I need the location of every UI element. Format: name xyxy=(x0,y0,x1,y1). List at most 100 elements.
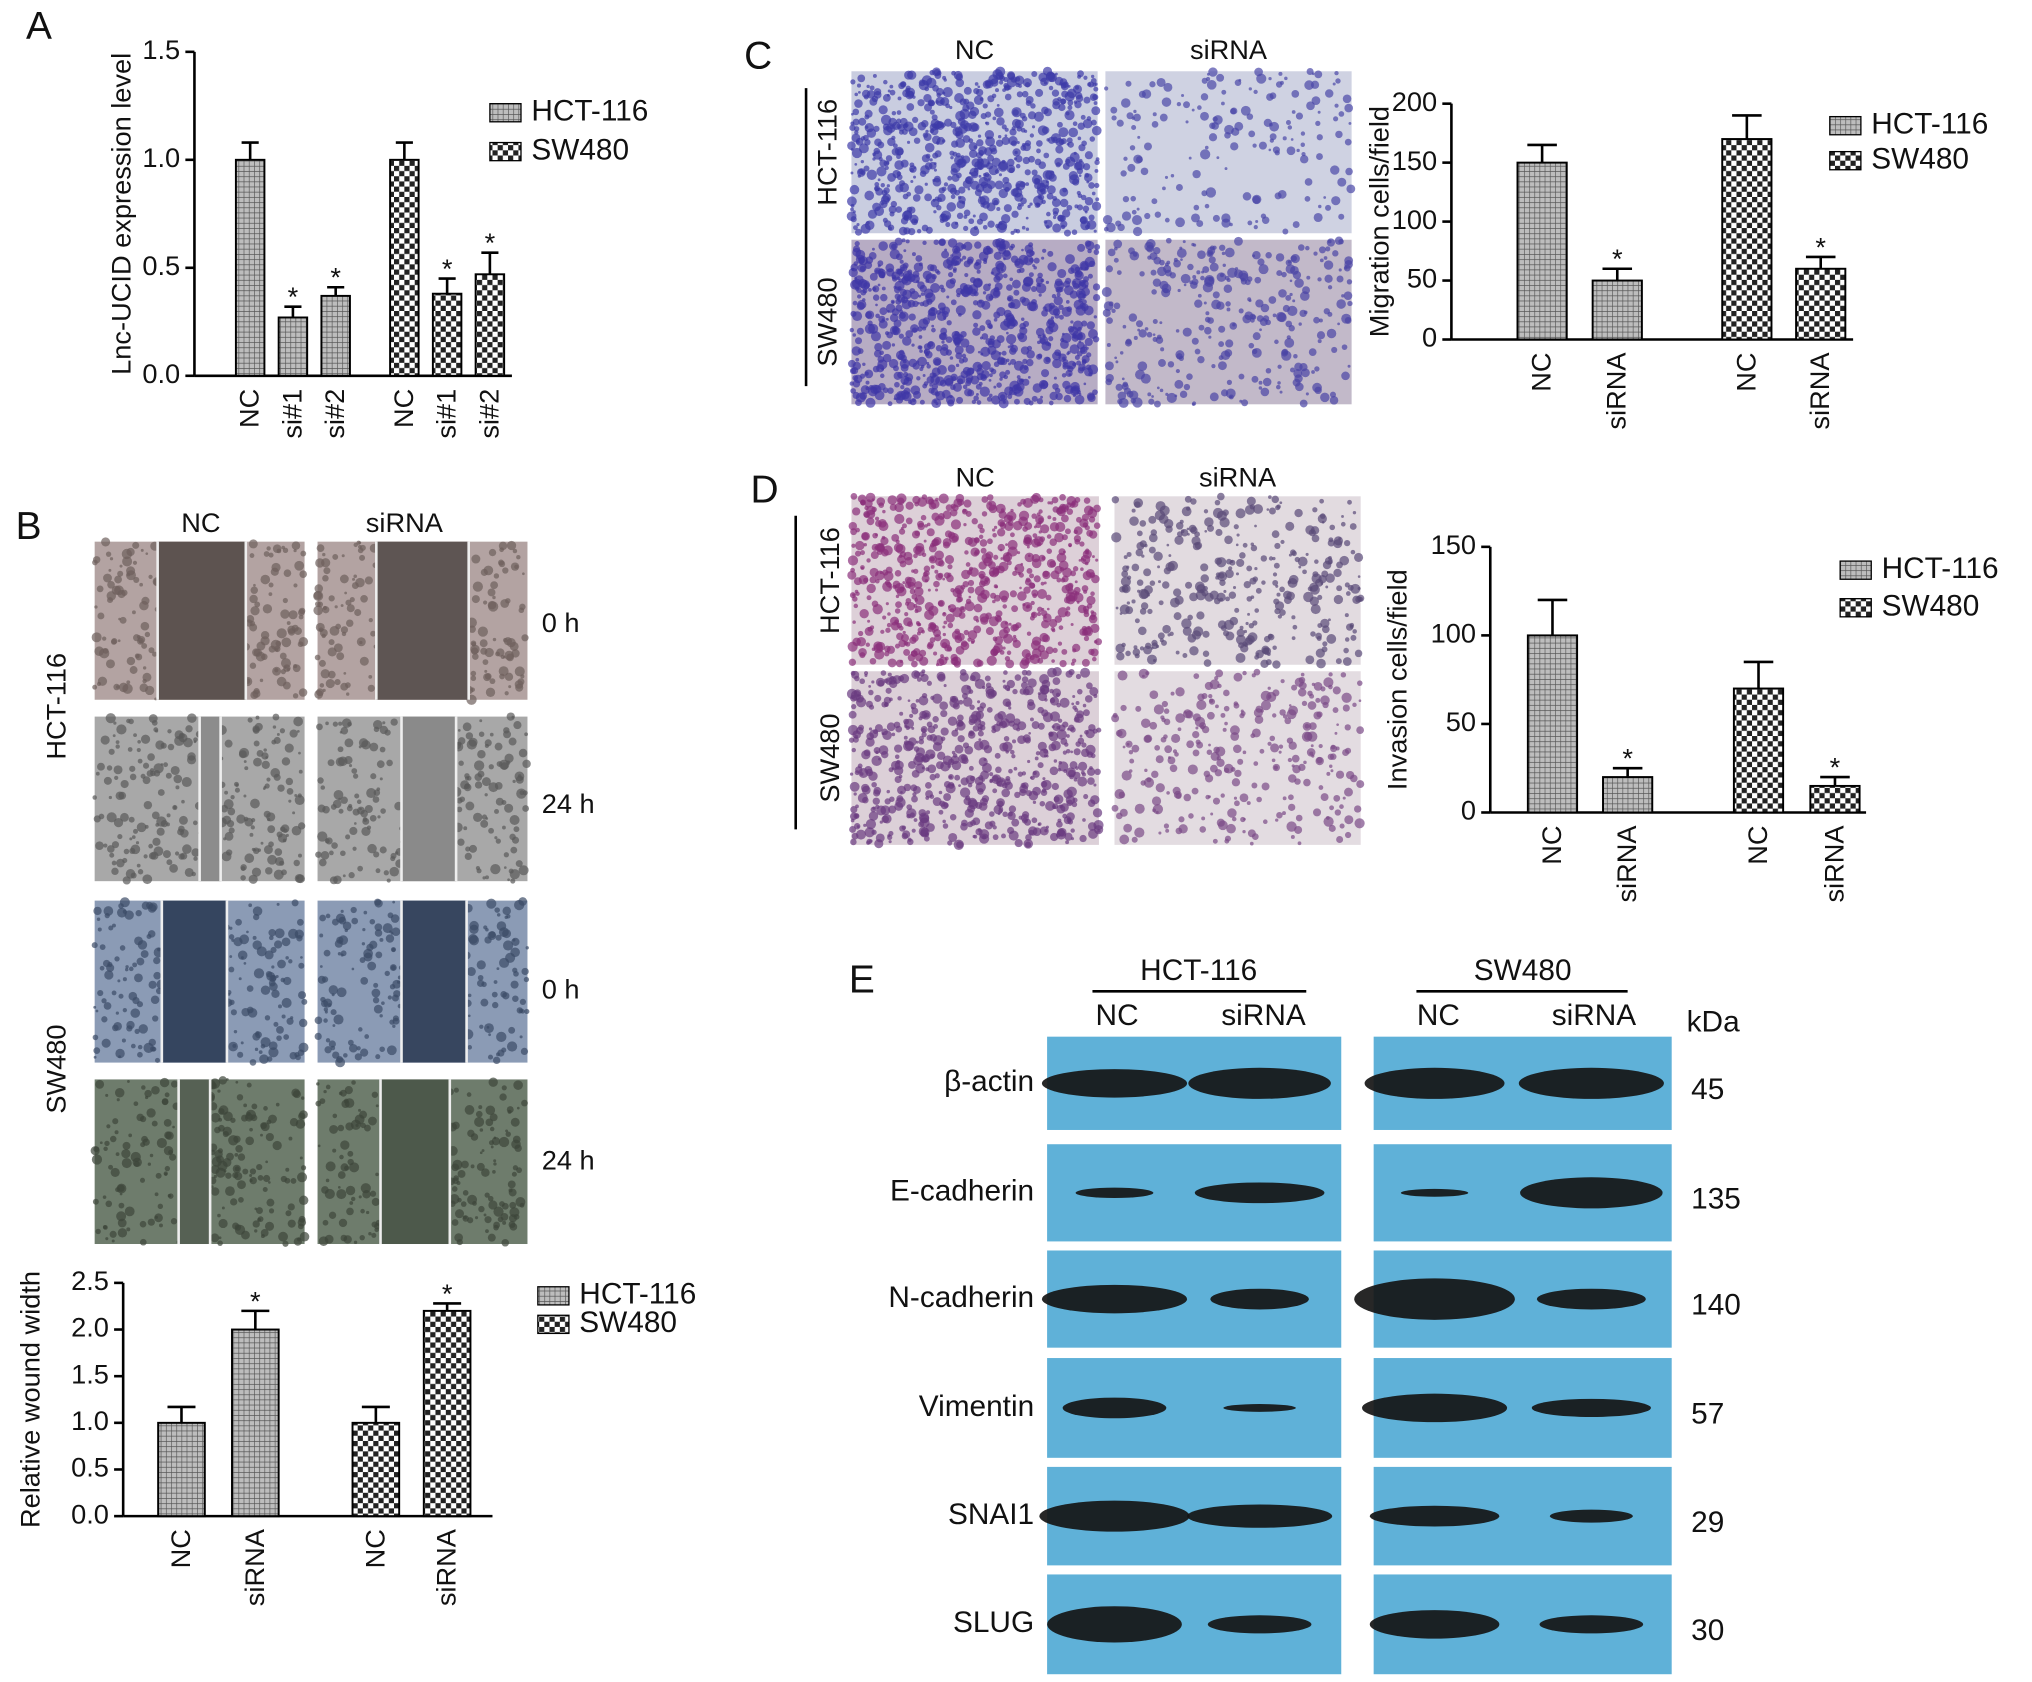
cell xyxy=(986,500,997,511)
cell xyxy=(1212,214,1220,222)
cell xyxy=(997,543,1005,552)
cell xyxy=(1016,205,1022,211)
cell xyxy=(517,774,522,778)
cell xyxy=(497,1049,505,1057)
cell xyxy=(334,605,338,609)
cell xyxy=(282,1240,289,1247)
cell xyxy=(160,742,167,749)
cell xyxy=(886,789,891,794)
cell xyxy=(148,843,154,849)
cell xyxy=(1276,592,1281,597)
cell xyxy=(488,827,495,834)
cell xyxy=(1228,591,1237,599)
cell xyxy=(142,666,147,670)
cell xyxy=(865,642,871,647)
cell xyxy=(301,1096,305,1100)
cell xyxy=(296,729,300,733)
cell xyxy=(1114,356,1118,360)
cell xyxy=(140,621,150,631)
cell xyxy=(851,147,863,159)
cell xyxy=(274,940,283,949)
cell xyxy=(889,211,895,217)
cell xyxy=(1332,250,1339,257)
cell xyxy=(934,150,942,158)
cell xyxy=(463,826,468,831)
error-bar xyxy=(481,251,499,275)
cell xyxy=(281,637,292,648)
cell xyxy=(1067,141,1074,148)
cell xyxy=(975,619,980,623)
x-tick-label: siRNA xyxy=(1601,352,1632,430)
cell xyxy=(1006,158,1015,167)
cell xyxy=(946,320,952,326)
cell xyxy=(976,367,984,376)
cell xyxy=(1072,320,1083,331)
cell xyxy=(132,541,140,549)
cell xyxy=(942,612,947,617)
x-tick-label: NC xyxy=(1536,825,1567,864)
cell xyxy=(501,1238,510,1247)
cell xyxy=(126,1025,133,1032)
cell xyxy=(1204,145,1209,150)
cell xyxy=(1338,111,1345,117)
legend-label: SW480 xyxy=(1882,590,1980,623)
cell xyxy=(249,662,257,669)
cell xyxy=(327,647,337,657)
cell xyxy=(852,593,856,597)
row-label: HCT-116 xyxy=(41,653,72,760)
cell xyxy=(1219,579,1226,586)
bar xyxy=(157,1421,206,1518)
cell xyxy=(894,293,901,300)
cell xyxy=(1113,302,1121,310)
cell xyxy=(1321,625,1330,634)
cell xyxy=(1036,202,1041,208)
cell xyxy=(959,605,966,613)
cell xyxy=(286,788,294,795)
cell xyxy=(117,639,121,643)
cell xyxy=(1039,335,1049,345)
cell xyxy=(1341,515,1344,518)
cell xyxy=(457,1169,466,1178)
cell xyxy=(1088,329,1098,339)
cell xyxy=(1139,271,1145,277)
cell xyxy=(864,139,871,146)
cell xyxy=(1347,300,1353,307)
cell xyxy=(934,569,939,574)
cell xyxy=(351,967,355,971)
cell xyxy=(1022,378,1030,386)
cell xyxy=(981,333,989,340)
cell xyxy=(210,1187,220,1196)
cell xyxy=(256,750,264,757)
cell xyxy=(857,793,868,803)
cell xyxy=(990,271,994,275)
cell xyxy=(501,1202,509,1210)
panel-letter: E xyxy=(849,959,875,1002)
cell xyxy=(1200,574,1209,583)
cell xyxy=(928,387,935,394)
cell xyxy=(902,630,906,635)
cell xyxy=(1290,138,1294,141)
cell xyxy=(899,358,910,369)
cell xyxy=(359,656,369,666)
cell xyxy=(977,196,986,205)
cell xyxy=(1085,551,1090,555)
cell xyxy=(1175,217,1185,228)
cell xyxy=(881,535,886,540)
cell xyxy=(340,796,348,804)
cell xyxy=(1013,228,1018,233)
cell xyxy=(1017,551,1021,555)
cell xyxy=(873,125,880,132)
cell xyxy=(894,744,903,753)
cell xyxy=(998,80,1004,85)
cell xyxy=(250,825,255,830)
cell xyxy=(1036,398,1043,405)
cell xyxy=(963,209,971,217)
cell xyxy=(1068,171,1078,181)
cell xyxy=(99,944,106,950)
cell xyxy=(323,1007,329,1012)
cell xyxy=(896,622,903,629)
cell xyxy=(1215,528,1223,536)
cell xyxy=(221,1206,225,1210)
cell xyxy=(511,1171,517,1177)
cell xyxy=(1077,70,1084,78)
